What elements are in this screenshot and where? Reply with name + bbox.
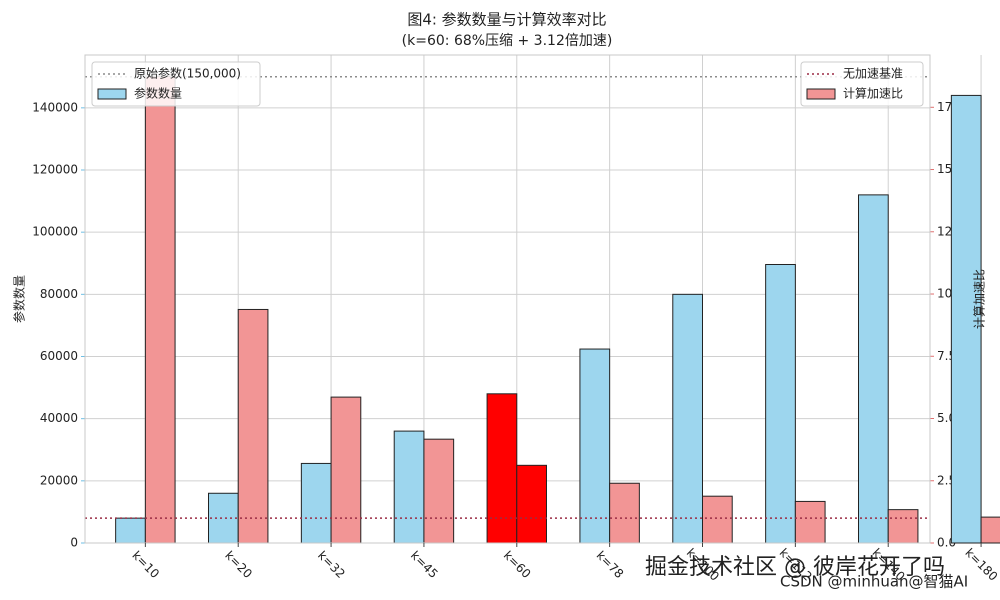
bar xyxy=(423,438,455,544)
bar xyxy=(980,516,1000,544)
legend-label: 原始参数(150,000) xyxy=(134,66,241,81)
bar xyxy=(794,500,826,544)
x-tick-label: k=45 xyxy=(408,548,441,581)
y-tick-label: 100000 xyxy=(32,225,78,239)
plot-frame xyxy=(84,54,931,544)
x-tick-label: k=20 xyxy=(222,548,255,581)
legend-label: 计算加速比 xyxy=(843,86,903,101)
legend-label: 无加速基准 xyxy=(843,67,903,81)
bar xyxy=(393,430,425,544)
watermark: CSDN @minhuan@智猫AI xyxy=(780,573,968,591)
bar xyxy=(672,293,703,544)
y2-axis-label: 计算加速比 xyxy=(972,269,987,329)
bar xyxy=(115,517,146,544)
y-tick-label: 80000 xyxy=(40,287,78,301)
bar xyxy=(858,194,889,544)
y-axis-label: 参数数量 xyxy=(12,275,27,323)
bar xyxy=(702,495,733,544)
y-tick-label: 140000 xyxy=(32,100,78,114)
x-tick-label: k=32 xyxy=(315,548,348,581)
watermark: 掘金技术社区 @ 彼岸花开了吗 xyxy=(645,555,945,580)
legend: 原始参数(150,000) 参数数量 xyxy=(91,61,261,107)
chart-subtitle: (k=60: 68%压缩 + 3.12倍加速) xyxy=(402,33,613,49)
x-tick-label: k=78 xyxy=(594,548,627,581)
bar xyxy=(330,396,362,544)
legend-box xyxy=(91,61,261,107)
y-tick-label: 20000 xyxy=(40,473,78,487)
bar xyxy=(144,75,176,544)
legend-swatch xyxy=(806,88,836,100)
y-tick-label: 40000 xyxy=(40,411,78,425)
bar xyxy=(300,462,332,544)
bar xyxy=(887,509,919,544)
legend-label: 参数数量 xyxy=(134,86,182,101)
bar xyxy=(579,348,611,544)
bar xyxy=(609,482,640,544)
bar xyxy=(516,464,547,544)
bar xyxy=(208,492,239,544)
x-tick-label: k=60 xyxy=(501,548,534,581)
y-tick-label: 0 xyxy=(70,536,78,550)
bar xyxy=(765,263,796,544)
bar xyxy=(950,94,982,544)
x-tick-label: k=10 xyxy=(129,548,162,581)
chart-title: 图4: 参数数量与计算效率对比 xyxy=(407,11,606,29)
bar xyxy=(486,393,518,544)
y-tick-label: 120000 xyxy=(32,163,78,177)
y-tick-label: 60000 xyxy=(40,349,78,363)
legend-swatch xyxy=(97,88,127,100)
bar xyxy=(237,308,269,544)
